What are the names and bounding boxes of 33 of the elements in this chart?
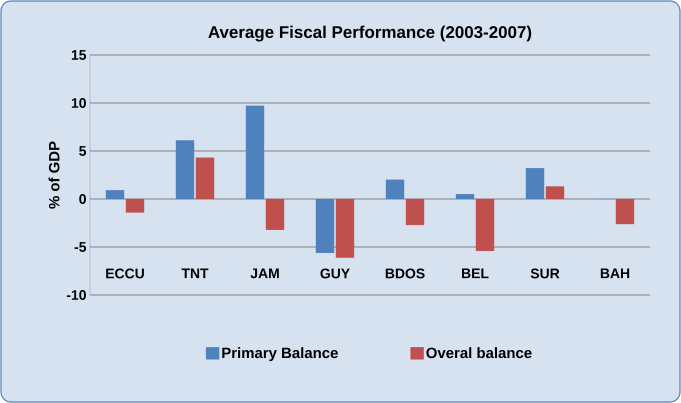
bar [126, 198, 144, 213]
y-tick-label: 5 [79, 146, 86, 156]
y-axis-title: % of GDP [48, 141, 60, 209]
bar [526, 168, 544, 200]
bar [316, 198, 334, 253]
x-tick-label: ECCU [106, 268, 144, 278]
bar [456, 194, 474, 200]
x-tick-label: GUY [320, 268, 350, 278]
y-tick-label: 15 [72, 50, 86, 60]
bar [266, 198, 284, 230]
bar [406, 198, 424, 226]
chart-title: Average Fiscal Performance (2003-2007) [208, 26, 532, 42]
bar [616, 198, 634, 224]
x-tick-label: BAH [600, 268, 630, 278]
x-tick-label: BDOS [386, 268, 425, 278]
legend-label: Overal balance [426, 347, 532, 358]
y-tick-label: -5 [74, 242, 86, 252]
bar [386, 180, 404, 200]
bar [336, 198, 354, 258]
bar [196, 158, 214, 200]
bar [476, 198, 494, 252]
x-tick-label: BEL [462, 268, 489, 278]
x-tick-label: SUR [530, 268, 560, 278]
y-tick-label: 10 [72, 98, 86, 108]
bar [546, 186, 564, 200]
bar [176, 140, 194, 200]
bar [246, 106, 264, 200]
y-tick-label: -10 [66, 290, 86, 300]
x-tick-label: TNT [182, 268, 208, 278]
y-tick-label: 0 [79, 194, 86, 204]
x-tick-label: JAM [250, 268, 279, 278]
bar [106, 190, 124, 200]
legend-label: Primary Balance [222, 347, 338, 362]
